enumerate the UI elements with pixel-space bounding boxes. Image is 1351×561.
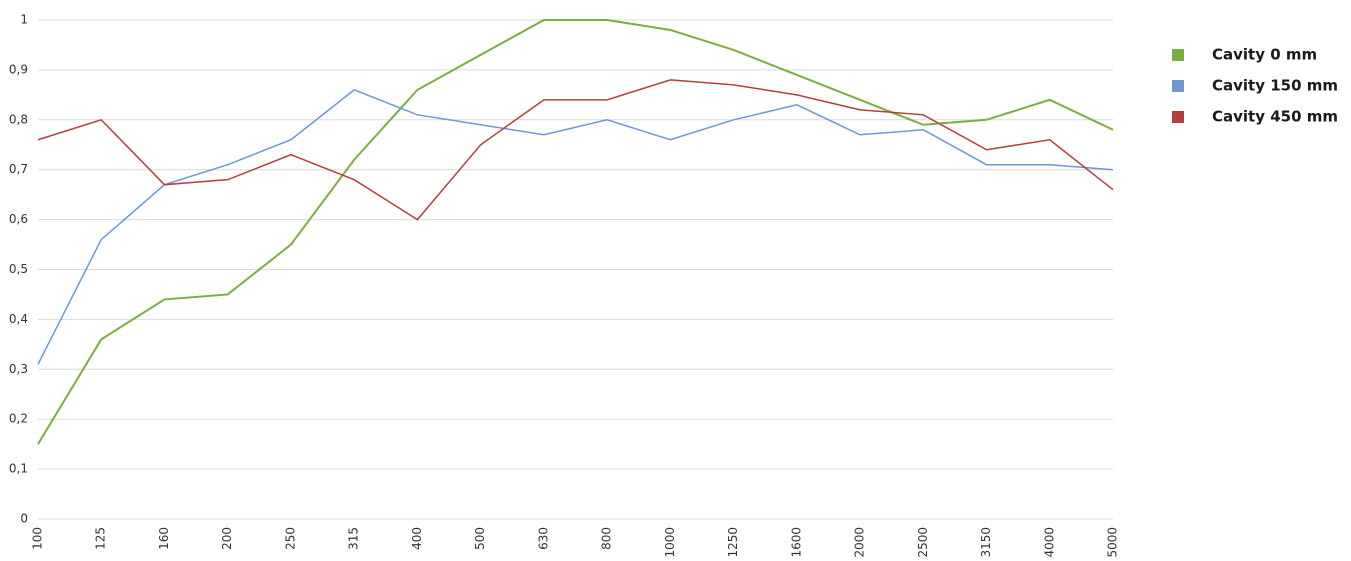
x-tick-label: 500 [473,527,487,550]
y-tick-label: 0,6 [9,212,28,226]
x-tick-label: 160 [157,527,171,550]
x-tick-label: 4000 [1042,527,1056,557]
y-tick-label: 0,2 [9,412,28,426]
legend-label: Cavity 450 mm [1212,108,1338,126]
y-tick-label: 0 [20,512,28,526]
x-tick-label: 125 [94,527,108,550]
x-tick-label: 800 [600,527,614,550]
x-tick-label: 1250 [726,527,740,557]
x-tick-label: 630 [536,527,550,550]
x-tick-label: 3150 [979,527,993,557]
y-tick-label: 0,1 [9,462,28,476]
y-tick-label: 1 [20,13,28,27]
series-line [37,89,1114,365]
x-tick-label: 1600 [789,527,803,557]
y-tick-label: 0,5 [9,262,28,276]
x-tick-label: 200 [220,527,234,550]
legend-swatch [1172,49,1184,61]
x-tick-label: 2500 [916,527,930,557]
legend-swatch [1172,111,1184,123]
legend-swatch [1172,80,1184,92]
y-tick-label: 0,3 [9,362,28,376]
x-tick-label: 400 [410,527,424,550]
legend-label: Cavity 150 mm [1212,77,1338,95]
x-tick-label: 100 [31,527,45,550]
x-tick-label: 315 [347,527,361,550]
y-tick-label: 0,4 [9,312,28,326]
y-tick-label: 0,7 [9,162,28,176]
series-line [37,79,1114,221]
x-tick-label: 2000 [853,527,867,557]
x-tick-label: 1000 [663,527,677,557]
x-tick-label: 250 [283,527,297,550]
y-tick-label: 0,9 [9,62,28,76]
series-line [37,19,1114,445]
legend-label: Cavity 0 mm [1212,46,1317,64]
x-tick-label: 5000 [1106,527,1120,557]
y-tick-label: 0,8 [9,112,28,126]
